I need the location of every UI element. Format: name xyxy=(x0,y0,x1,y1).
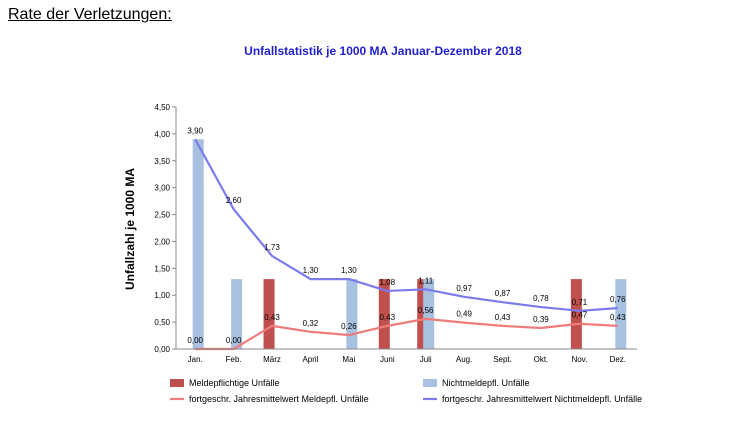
x-tick-label: Aug. xyxy=(456,355,472,364)
y-tick-label: 3,50 xyxy=(154,157,170,166)
series-line xyxy=(195,317,618,351)
y-tick-label: 0,50 xyxy=(154,318,170,327)
data-label: 0,39 xyxy=(533,315,549,324)
lines xyxy=(194,138,618,351)
y-tick-label: 1,00 xyxy=(154,291,170,300)
x-tick-label: Mai xyxy=(342,355,355,364)
page-heading: Rate der Verletzungen: xyxy=(8,6,172,23)
data-label: 1,73 xyxy=(264,243,280,252)
bar xyxy=(570,279,582,349)
y-tick-label: 2,50 xyxy=(154,211,170,220)
data-label: 1,30 xyxy=(341,266,357,275)
bar xyxy=(417,279,429,349)
legend-label: Meldepflichtige Unfälle xyxy=(189,378,280,388)
x-tick-label: April xyxy=(302,355,318,364)
y-tick-label: 1,50 xyxy=(154,264,170,273)
y-axis-label: Unfallzahl je 1000 MA xyxy=(123,168,137,290)
data-label: 0,78 xyxy=(533,294,549,303)
y-tick-label: 2,00 xyxy=(154,237,170,246)
data-label: 0,43 xyxy=(610,313,626,322)
x-tick-label: Jan. xyxy=(188,355,203,364)
data-label: 0,87 xyxy=(495,289,511,298)
data-label: 0,43 xyxy=(495,313,511,322)
legend-swatch xyxy=(423,379,437,387)
legend-swatch xyxy=(170,379,184,387)
data-label: 0,00 xyxy=(187,336,203,345)
legend-label: fortgeschr. Jahresmittelwert Nichtmeldep… xyxy=(442,394,642,404)
x-tick-label: Juli xyxy=(420,355,432,364)
bar xyxy=(346,279,358,349)
data-label: 0,49 xyxy=(456,310,472,319)
chart-title: Unfallstatistik je 1000 MA Januar-Dezemb… xyxy=(244,44,522,58)
data-labels: 0,00 0,00 0,43 0,32 0,26 0,43 0,56 0,49 0,43 0,39… xyxy=(187,126,626,345)
data-label: 0,47 xyxy=(572,311,588,320)
bar xyxy=(378,279,390,349)
data-label: 2,60 xyxy=(226,196,242,205)
data-label: 0,97 xyxy=(456,284,472,293)
data-label: 1,30 xyxy=(303,266,319,275)
x-tick-label: Sept. xyxy=(493,355,512,364)
x-tick-label: März xyxy=(263,355,281,364)
x-tick-label: Nov. xyxy=(571,355,587,364)
x-tick-label: Dez. xyxy=(610,355,626,364)
x-tick-label: Okt. xyxy=(534,355,549,364)
y-tick-label: 4,00 xyxy=(154,130,170,139)
x-tick-label: Feb. xyxy=(226,355,242,364)
data-label: 0,26 xyxy=(341,322,357,331)
legend-label: Nichtmeldepfl. Unfälle xyxy=(442,378,530,388)
bar xyxy=(263,279,275,349)
data-label: 1,11 xyxy=(418,276,434,285)
series-line xyxy=(194,138,618,312)
x-ticks: Jan. Feb. März April Mai Juni Juli Aug. Sept. Okt… xyxy=(188,355,626,364)
data-label: 0,00 xyxy=(226,336,242,345)
data-label: 0,43 xyxy=(264,313,280,322)
data-label: 0,56 xyxy=(418,306,434,315)
y-tick-label: 3,00 xyxy=(154,184,170,193)
y-tick-label: 4,50 xyxy=(154,103,170,112)
bar xyxy=(615,279,627,349)
y-tick-label: 0,00 xyxy=(154,345,170,354)
data-label: 1,08 xyxy=(380,278,396,287)
data-label: 3,90 xyxy=(187,126,203,135)
data-label: 0,32 xyxy=(303,319,319,328)
y-ticks: 0,00 0,50 1,00 1,50 2,00 2,50 3,00 3,50 4,00 4,50 xyxy=(154,103,176,354)
legend: Meldepflichtige Unfälle Nichtmeldepfl. Un… xyxy=(170,378,642,404)
bar xyxy=(231,279,243,349)
bars xyxy=(192,139,627,349)
data-label: 0,43 xyxy=(380,313,396,322)
x-tick-label: Juni xyxy=(380,355,395,364)
data-label: 0,76 xyxy=(610,295,626,304)
data-label: 0,71 xyxy=(572,298,588,307)
legend-label: fortgeschr. Jahresmittelwert Meldepfl. U… xyxy=(189,394,369,404)
bar xyxy=(192,139,204,349)
bar xyxy=(423,279,435,349)
